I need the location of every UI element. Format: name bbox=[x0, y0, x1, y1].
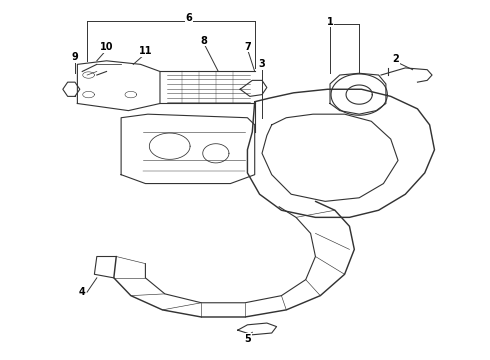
Text: 6: 6 bbox=[186, 13, 193, 23]
Text: 5: 5 bbox=[244, 334, 251, 344]
Text: 3: 3 bbox=[259, 59, 266, 69]
Text: 11: 11 bbox=[139, 46, 152, 56]
Text: 4: 4 bbox=[79, 287, 86, 297]
Text: 7: 7 bbox=[244, 41, 251, 51]
Text: 1: 1 bbox=[327, 17, 333, 27]
Text: 9: 9 bbox=[72, 52, 78, 62]
Text: 10: 10 bbox=[100, 42, 113, 52]
Text: 2: 2 bbox=[392, 54, 399, 64]
Text: 8: 8 bbox=[200, 36, 207, 45]
